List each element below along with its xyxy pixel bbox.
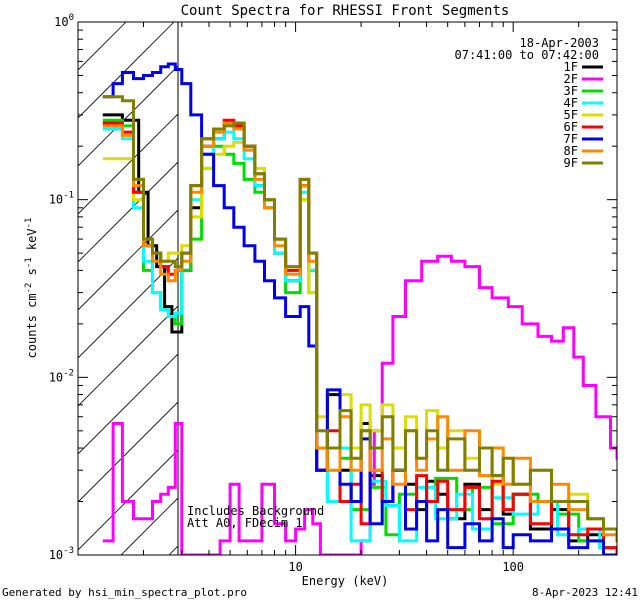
legend-label-2F: 2F xyxy=(564,72,578,86)
x-axis-label: Energy (keV) xyxy=(302,574,389,588)
series-4F xyxy=(102,127,617,555)
annotation-time-range: 07:41:00 to 07:42:00 xyxy=(455,48,600,62)
y-tick-label: 100 xyxy=(54,13,74,29)
svg-text:counts cm-2 s-1 keV-1: counts cm-2 s-1 keV-1 xyxy=(24,218,39,359)
annotation-date: 18-Apr-2003 xyxy=(520,36,599,50)
hatch-line xyxy=(78,22,127,71)
background-hatched-region xyxy=(78,22,178,555)
hatch-line xyxy=(78,161,178,263)
y-tick-label: 10-3 xyxy=(49,546,74,562)
hatch-line xyxy=(78,353,178,455)
hatch-line xyxy=(78,22,175,119)
y-axis-label: counts cm-2 s-1 keV-1 xyxy=(24,218,39,359)
x-tick-label: 10 xyxy=(288,560,302,574)
x-tick-label: 100 xyxy=(502,560,524,574)
hatch-line xyxy=(78,257,178,359)
chart-title: Count Spectra for RHESSI Front Segments xyxy=(181,3,510,19)
annotation-attenuator-note: Att A0, FDecim 1 xyxy=(187,516,303,530)
annotation-background-note: Includes Background xyxy=(187,504,324,518)
y-tick-label: 10-1 xyxy=(49,191,74,207)
legend-label-5F: 5F xyxy=(564,108,578,122)
legend-label-7F: 7F xyxy=(564,132,578,146)
hatch-line xyxy=(78,209,178,311)
hatch-line xyxy=(78,22,79,23)
plot-frame xyxy=(77,21,618,556)
footer-generated-by: Generated by hsi_min_spectra_plot.pro xyxy=(2,586,247,599)
series-9F xyxy=(102,95,617,543)
y-tick-label: 10-2 xyxy=(49,368,74,384)
legend-label-8F: 8F xyxy=(564,144,578,158)
legend-label-9F: 9F xyxy=(564,156,578,170)
series-8F xyxy=(102,121,617,543)
legend-label-1F: 1F xyxy=(564,60,578,74)
legend-label-4F: 4F xyxy=(564,96,578,110)
legend-label-6F: 6F xyxy=(564,120,578,134)
hatch-line xyxy=(78,449,178,551)
footer-timestamp: 8-Apr-2023 12:41 xyxy=(532,586,638,599)
legend-label-3F: 3F xyxy=(564,84,578,98)
